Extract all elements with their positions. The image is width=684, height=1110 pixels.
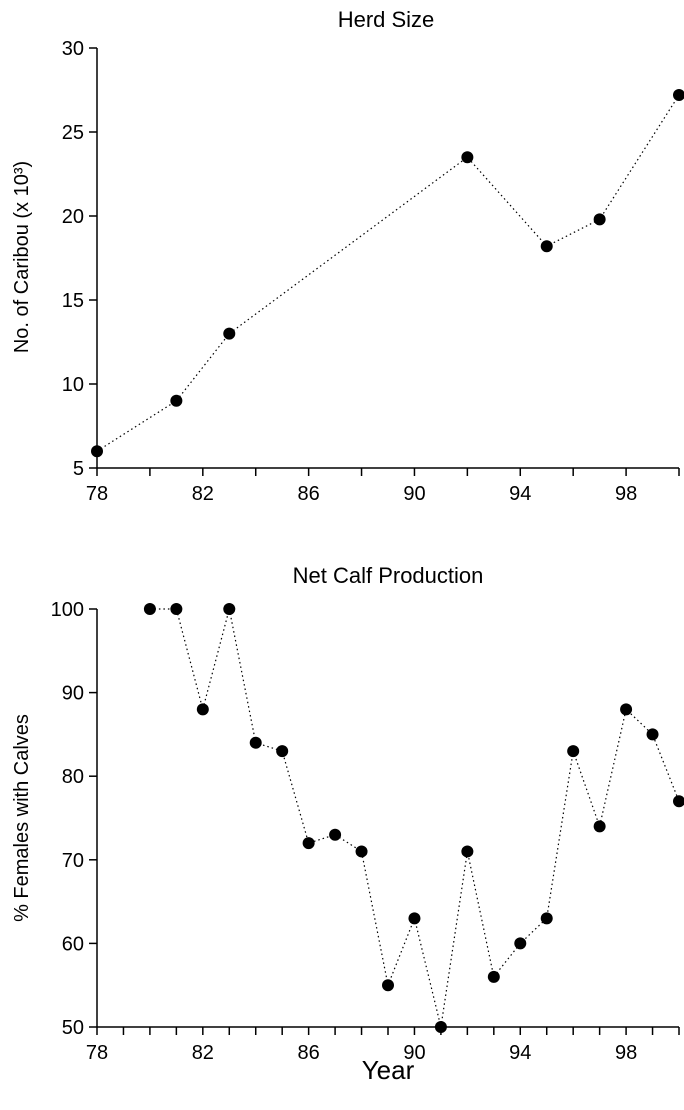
- net-calf-x-tick-label: 86: [298, 1042, 320, 1064]
- herd-size-x-tick-label: 86: [298, 483, 320, 505]
- net-calf-x-tick-label: 90: [403, 1042, 425, 1064]
- net-calf-series-line: [149, 608, 680, 1028]
- net-calf-y-tick-label: 60: [62, 933, 84, 955]
- net-calf-data-point: [355, 845, 368, 858]
- herd-size-y-tick-label: 10: [62, 374, 84, 396]
- herd-size-y-tick-label: 25: [62, 122, 84, 144]
- net-calf-data-point: [461, 845, 474, 858]
- net-calf-data-point: [673, 795, 684, 808]
- net-calf-data-point: [302, 837, 315, 850]
- herd-size-data-point: [461, 151, 474, 164]
- net-calf-data-point: [487, 970, 500, 983]
- herd-size-data-point: [170, 394, 183, 407]
- herd-size-data-point: [540, 240, 553, 253]
- herd-size-data-point: [673, 89, 684, 102]
- herd-size-y-tick-label: 20: [62, 206, 84, 228]
- herd-size-x-tick-label: 94: [509, 483, 531, 505]
- herd-size-y-axis-label: No. of Caribou (x 10³): [11, 161, 33, 353]
- net-calf-data-point: [329, 828, 342, 841]
- herd-size-series-line: [96, 94, 680, 452]
- net-calf-data-point: [646, 728, 659, 741]
- net-calf-data-point: [408, 912, 421, 925]
- herd-size-x-tick-label: 90: [403, 483, 425, 505]
- net-calf-data-point: [593, 820, 606, 833]
- net-calf-data-point: [540, 912, 553, 925]
- net-calf-data-point: [223, 603, 236, 615]
- net-calf-y-tick-label: 70: [62, 850, 84, 872]
- herd-size-x-tick-label: 98: [615, 483, 637, 505]
- net-calf-data-point: [276, 745, 289, 758]
- net-calf-data-point: [249, 736, 262, 749]
- net-calf-y-tick-label: 50: [62, 1017, 84, 1039]
- herd-size-chart: Herd Size No. of Caribou (x 10³) 5 10 15 20…: [11, 7, 684, 505]
- net-calf-y-tick-label: 80: [62, 766, 84, 788]
- net-calf-data-point: [382, 979, 394, 992]
- net-calf-data-point: [170, 603, 183, 615]
- net-calf-production-y-axis-label: % Females with Calves: [11, 714, 33, 922]
- herd-size-y-tick-label: 30: [62, 38, 84, 60]
- herd-size-data-point: [223, 327, 236, 340]
- x-axis-label: Year: [362, 1055, 415, 1085]
- herd-size-y-tick-label: 15: [62, 290, 84, 312]
- net-calf-x-tick-label: 98: [615, 1042, 637, 1064]
- net-calf-production-chart: Net Calf Production % Females with Calve…: [11, 563, 684, 1064]
- net-calf-data-point: [567, 745, 580, 758]
- herd-size-data-point: [593, 213, 606, 226]
- net-calf-data-point: [196, 703, 209, 716]
- net-calf-y-tick-label: 90: [62, 683, 84, 705]
- herd-size-y-tick-label: 5: [73, 458, 84, 480]
- net-calf-x-tick-label: 78: [86, 1042, 108, 1064]
- net-calf-data-point: [514, 937, 527, 950]
- net-calf-production-chart-title: Net Calf Production: [293, 563, 484, 588]
- net-calf-data-point: [143, 603, 156, 615]
- net-calf-data-point: [620, 703, 633, 716]
- net-calf-x-tick-label: 94: [509, 1042, 531, 1064]
- herd-size-chart-title: Herd Size: [338, 7, 435, 32]
- herd-size-data-point: [91, 445, 103, 458]
- net-calf-data-point: [434, 1021, 447, 1033]
- net-calf-x-tick-label: 82: [192, 1042, 214, 1064]
- herd-size-x-tick-label: 78: [86, 483, 108, 505]
- herd-size-x-tick-label: 82: [192, 483, 214, 505]
- net-calf-y-tick-label: 100: [51, 599, 84, 621]
